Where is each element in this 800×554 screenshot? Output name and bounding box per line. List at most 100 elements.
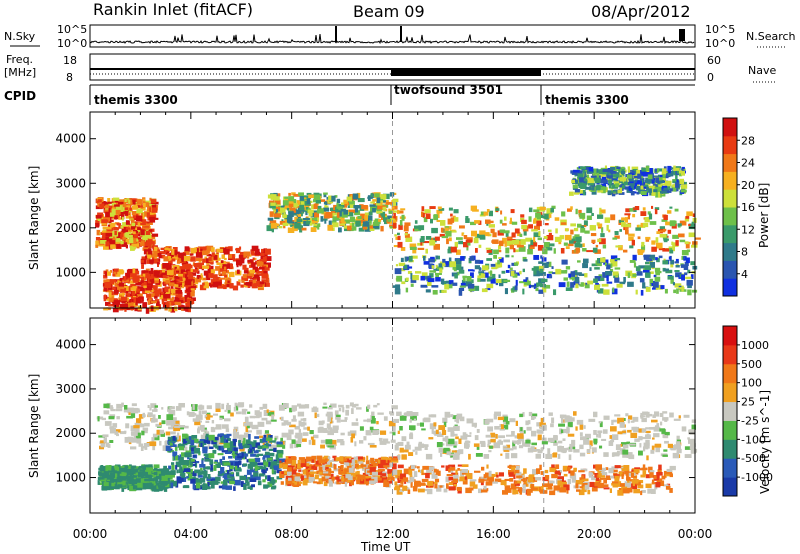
echo-cell [399,268,406,272]
echo-cell [348,467,354,473]
echo-cell [439,233,445,237]
echo-cell [135,282,141,286]
echo-cell [436,209,443,214]
echo-cell [224,451,232,454]
echo-cell [555,464,560,469]
echo-cell [210,265,214,272]
echo-cell [605,271,613,276]
echo-cell [639,443,642,448]
echo-cell [455,450,461,456]
echo-cell [684,217,690,222]
echo-cell [350,480,354,486]
echo-cell [593,411,598,418]
echo-cell [151,418,156,423]
echo-cell [651,488,656,494]
echo-cell [580,468,588,472]
echo-cell [281,422,286,426]
echo-cell [611,419,614,425]
echo-cell [157,304,161,310]
echo-cell [241,276,249,282]
echo-cell [253,257,257,261]
echo-cell [171,248,175,255]
echo-cell [608,440,614,446]
echo-cell [415,451,418,455]
echo-cell [109,426,115,430]
echo-cell [201,484,209,487]
echo-cell [200,434,208,440]
echo-cell [400,208,406,211]
echo-cell [204,256,208,262]
echo-cell [340,464,344,470]
echo-cell [120,233,123,238]
echo-cell [211,420,215,424]
echo-cell [149,235,155,239]
echo-cell [103,244,109,250]
echo-cell [466,418,474,424]
echo-cell [670,278,674,284]
echo-cell [532,416,537,419]
echo-cell [640,185,646,190]
echo-cell [660,183,668,186]
echo-cell [544,214,549,220]
echo-cell [598,173,603,177]
echo-cell [410,481,413,488]
echo-cell [530,242,538,247]
echo-cell [570,206,573,210]
echo-cell [252,279,257,284]
echo-cell [570,229,574,235]
echo-cell [593,430,597,435]
echo-cell [184,280,192,286]
echo-cell [239,475,246,481]
echo-cell [598,288,604,294]
echo-cell [479,230,486,235]
echo-cell [291,405,297,411]
echo-cell [184,250,190,255]
echo-cell [461,474,465,478]
echo-cell [571,179,575,183]
echo-cell [238,460,242,465]
echo-cell [187,290,192,293]
echo-cell [606,172,612,177]
echo-cell [471,230,477,237]
echo-cell [405,236,413,242]
echo-cell [147,296,152,300]
echo-cell [125,272,129,277]
echo-cell [625,413,629,417]
echo-cell [589,444,592,449]
echo-cell [361,467,364,471]
echo-cell [230,412,234,417]
echo-cell [164,247,169,251]
echo-cell [493,442,501,449]
echo-cell [371,411,375,416]
echo-cell [236,259,243,266]
echo-cell [251,262,256,268]
echo-cell [610,426,617,432]
echo-cell [163,279,167,285]
echo-cell [427,281,432,286]
echo-cell [195,462,198,468]
echo-cell [367,442,375,446]
echo-cell [558,282,566,288]
echo-cell [136,227,142,230]
echo-cell [451,282,458,286]
echo-cell [470,272,474,278]
echo-cell [104,209,109,213]
echo-cell [333,468,340,472]
echo-cell [154,408,158,412]
echo-cell [117,214,121,220]
echo-cell [681,250,689,256]
echo-cell [594,284,600,290]
echo-cell [414,446,422,451]
echo-cell [620,449,623,455]
echo-cell [146,201,153,206]
echo-cell [565,266,571,270]
echo-cell [179,454,182,460]
echo-cell [246,469,252,475]
echo-cell [602,429,608,434]
echo-cell [574,276,580,283]
echo-cell [561,211,566,217]
echo-cell [514,262,518,266]
echo-cell [446,474,453,477]
echo-cell [610,167,616,170]
echo-cell [501,424,509,430]
